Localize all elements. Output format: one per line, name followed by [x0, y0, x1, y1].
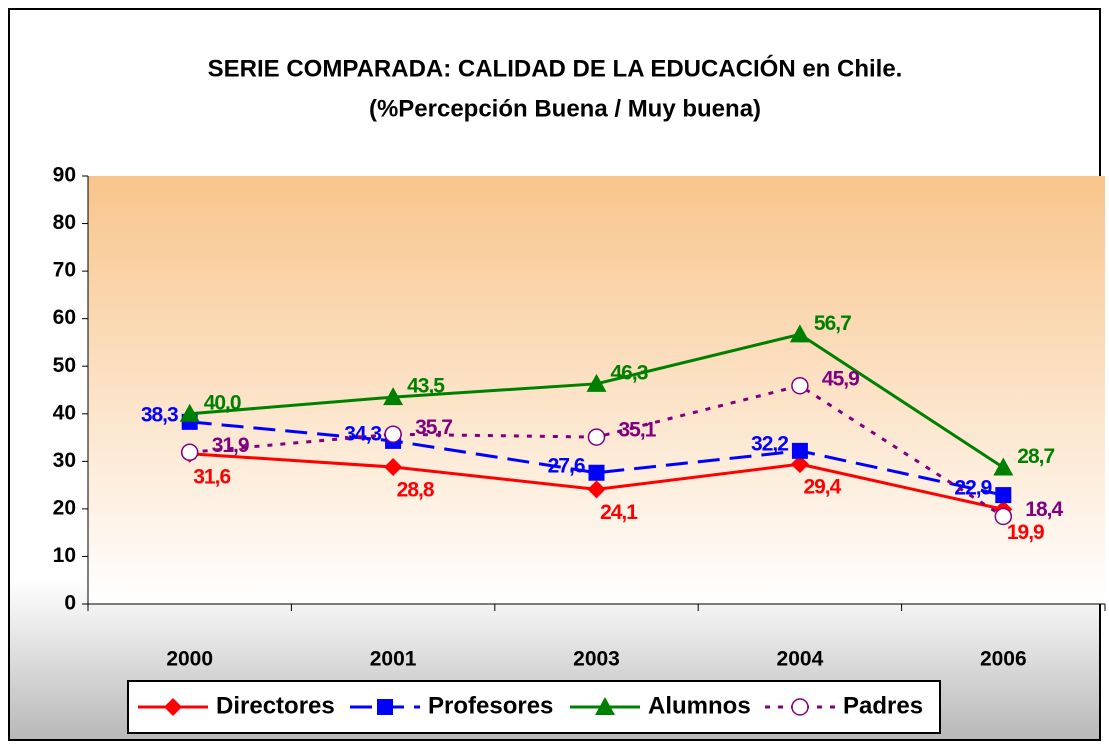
marker — [791, 698, 809, 716]
marker — [384, 425, 402, 443]
x-tick-label: 2003 — [573, 648, 620, 671]
marker — [588, 464, 605, 481]
value-label: 22,9 — [954, 477, 991, 500]
x-tick-label: 2000 — [166, 648, 213, 671]
value-label: 45,9 — [822, 367, 859, 390]
chart-title: SERIE COMPARADA: CALIDAD DE LA EDUCACIÓN… — [208, 54, 903, 82]
x-tick-label: 2006 — [980, 648, 1027, 671]
value-label: 28,7 — [1017, 445, 1054, 468]
value-label: 24,1 — [600, 501, 638, 524]
value-label: 18,4 — [1025, 498, 1063, 521]
y-tick-label: 30 — [53, 449, 76, 472]
chart-subtitle: (%Percepción Buena / Muy buena) — [369, 95, 761, 122]
legend-label: Alumnos — [648, 692, 751, 719]
marker — [993, 457, 1014, 476]
y-tick-label: 90 — [53, 164, 76, 187]
marker — [586, 373, 607, 392]
value-label: 31,9 — [212, 434, 249, 457]
value-label: 27,6 — [548, 454, 585, 477]
y-tick-label: 60 — [53, 306, 76, 329]
value-label: 38,3 — [141, 403, 178, 426]
value-label: 34,3 — [344, 422, 381, 445]
y-tick-label: 10 — [53, 544, 76, 567]
x-tick-label: 2001 — [370, 648, 417, 671]
marker — [377, 699, 393, 715]
y-tick-label: 50 — [53, 354, 76, 377]
marker — [791, 442, 808, 459]
marker — [383, 387, 404, 406]
value-label: 40,0 — [204, 391, 241, 414]
y-tick-label: 40 — [53, 401, 76, 424]
marker — [180, 443, 199, 462]
marker — [791, 376, 809, 395]
value-label: 32,2 — [751, 432, 788, 455]
legend-label: Directores — [216, 692, 335, 719]
y-tick-label: 0 — [64, 592, 76, 615]
marker — [790, 455, 809, 474]
marker — [384, 458, 403, 477]
y-tick-label: 80 — [53, 211, 76, 234]
marker — [179, 403, 200, 422]
legend-label: Padres — [843, 692, 923, 719]
value-label: 56,7 — [814, 312, 851, 335]
marker — [164, 698, 182, 716]
value-label: 28,8 — [397, 479, 435, 502]
marker — [587, 480, 606, 499]
value-label: 35,1 — [619, 419, 657, 442]
value-label: 43,5 — [407, 375, 445, 398]
marker — [995, 487, 1012, 504]
value-label: 31,6 — [193, 465, 230, 488]
marker — [587, 428, 606, 446]
legend-label: Profesores — [428, 692, 553, 719]
y-tick-label: 20 — [53, 496, 76, 519]
value-label: 19,9 — [1007, 521, 1044, 544]
x-tick-label: 2004 — [777, 648, 824, 671]
series-line — [189, 420, 1004, 497]
y-tick-label: 70 — [53, 259, 76, 282]
marker — [789, 324, 810, 343]
marker — [595, 697, 615, 715]
marker — [994, 507, 1013, 526]
value-label: 29,4 — [803, 476, 841, 499]
value-label: 46,3 — [611, 361, 648, 384]
value-label: 35,7 — [415, 416, 452, 439]
